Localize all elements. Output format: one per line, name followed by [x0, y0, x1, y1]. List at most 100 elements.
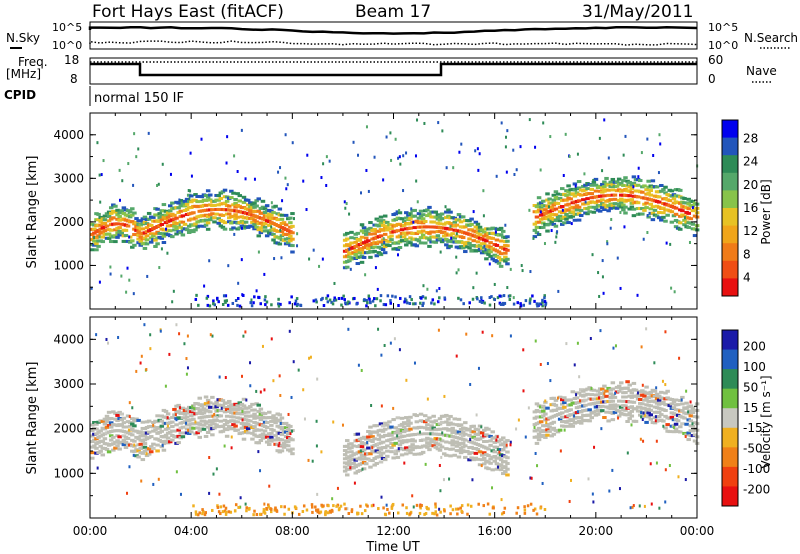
scatter-cell [273, 257, 276, 261]
scatter-cell [515, 427, 518, 431]
scatter-cell [253, 509, 256, 513]
echo-cell [505, 262, 510, 266]
echo-cell [226, 399, 232, 403]
echo-cell [361, 246, 367, 250]
scatter-cell [224, 512, 228, 516]
echo-cell [233, 205, 238, 209]
echo-cell [469, 222, 474, 226]
scatter-cell [330, 300, 333, 304]
echo-cell [237, 199, 243, 203]
scatter-cell [655, 386, 658, 390]
echo-cell [108, 416, 114, 420]
echo-cell [439, 420, 445, 424]
scatter-cell [250, 304, 254, 308]
scatter-cell [589, 336, 592, 340]
scatter-cell [318, 511, 321, 515]
scatter-cell [509, 334, 512, 338]
echo-cell [551, 203, 557, 207]
echo-cell [629, 409, 635, 413]
colorbar-tick-label: 4 [743, 270, 751, 284]
echo-cell [153, 428, 158, 432]
echo-cell [484, 233, 489, 237]
echo-cell [667, 199, 672, 203]
echo-cell [458, 451, 464, 455]
echo-cell [389, 446, 394, 450]
echo-cell [610, 204, 616, 208]
echo-cell [547, 425, 552, 429]
echo-cell [564, 212, 569, 216]
scatter-cell [661, 379, 664, 383]
echo-cell [106, 232, 112, 236]
scatter-cell [326, 511, 330, 515]
echo-cell [439, 217, 445, 221]
echo-cell [138, 219, 143, 223]
scatter-cell [501, 301, 505, 305]
echo-cell [433, 235, 439, 239]
scatter-cell [132, 183, 135, 187]
echo-cell [492, 459, 498, 463]
echo-cell [397, 222, 403, 226]
echo-cell [616, 384, 622, 388]
echo-cell [562, 405, 567, 409]
echo-cell [104, 420, 110, 424]
scatter-cell [528, 118, 531, 122]
scatter-cell [295, 297, 299, 301]
echo-cell [486, 427, 491, 431]
echo-cell [380, 243, 386, 247]
echo-cell [648, 413, 654, 417]
echo-cell [125, 224, 131, 228]
echo-cell [378, 447, 384, 451]
echo-cell [140, 420, 146, 424]
echo-cell [486, 248, 491, 252]
echo-cell [363, 229, 369, 233]
echo-cell [593, 207, 599, 211]
echo-cell [627, 194, 632, 198]
echo-cell [541, 404, 546, 408]
scatter-cell [143, 323, 146, 327]
scatter-cell [270, 507, 273, 511]
echo-cell [543, 208, 548, 212]
echo-cell [212, 402, 217, 406]
echo-cell [568, 398, 573, 402]
echo-cell [431, 414, 436, 418]
echo-cell [397, 431, 403, 435]
echo-cell [374, 449, 380, 453]
echo-cell [412, 208, 417, 212]
scatter-cell [250, 298, 253, 302]
colorbar-cell [722, 172, 738, 191]
echo-cell [378, 422, 384, 426]
scatter-cell [336, 486, 339, 490]
echo-cell [117, 226, 122, 230]
scatter-cell [528, 208, 531, 212]
echo-cell [614, 184, 620, 188]
scatter-cell [128, 235, 131, 239]
echo-cell [165, 211, 171, 215]
echo-cell [671, 430, 677, 434]
colorbar-cell [722, 190, 738, 209]
echo-cell [583, 403, 588, 407]
echo-cell [361, 226, 367, 230]
echo-cell [347, 243, 352, 247]
echo-cell [197, 224, 202, 228]
echo-cell [385, 434, 390, 438]
echo-cell [562, 401, 567, 405]
echo-cell [205, 195, 211, 199]
scatter-cell [424, 462, 427, 466]
echo-cell [492, 454, 498, 458]
echo-cell [245, 431, 251, 435]
echo-cell [288, 449, 293, 453]
scatter-cell [609, 226, 612, 230]
scatter-cell [528, 299, 532, 303]
scatter-cell [383, 241, 386, 245]
echo-cell [94, 446, 99, 450]
echo-cell [450, 439, 455, 443]
scatter-cell [139, 361, 142, 365]
echo-cell [376, 251, 382, 255]
echo-cell [680, 409, 685, 413]
scatter-cell [316, 510, 319, 514]
echo-cell [482, 230, 487, 234]
echo-cell [264, 214, 270, 218]
echo-cell [180, 214, 186, 218]
scatter-cell [482, 214, 485, 218]
scatter-cell [465, 332, 468, 336]
